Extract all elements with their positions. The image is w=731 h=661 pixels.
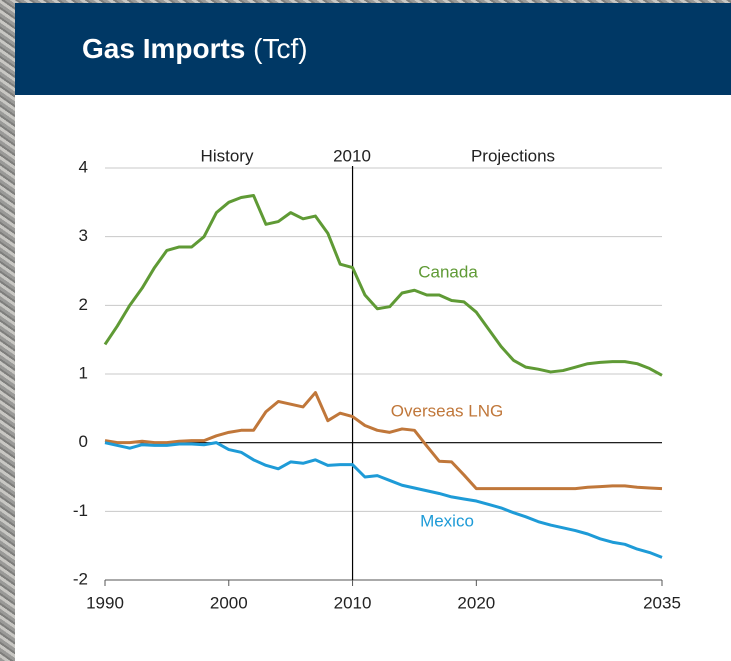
series-line — [103, 193, 663, 377]
chart-title: Gas Imports — [82, 33, 246, 64]
y-tick-label: 4 — [79, 157, 88, 176]
panel — [15, 95, 731, 661]
series-label: Overseas LNG — [391, 401, 503, 420]
y-tick-label: -1 — [73, 501, 88, 520]
x-tick-label: 2010 — [334, 593, 372, 612]
title-block: Gas Imports (Tcf) — [82, 33, 308, 65]
series-line — [104, 441, 663, 559]
history-label: History — [201, 146, 254, 165]
projections-label: Projections — [471, 146, 555, 165]
title-unit: (Tcf) — [253, 33, 308, 64]
y-tick-label: 1 — [79, 363, 88, 382]
series-label: Canada — [418, 262, 478, 281]
series-label: Mexico — [420, 511, 474, 530]
y-tick-label: 0 — [79, 432, 88, 451]
y-tick-label: 2 — [79, 295, 88, 314]
x-tick-label: 2035 — [643, 593, 681, 612]
divider-label: 2010 — [333, 146, 371, 165]
y-tick-label: 3 — [79, 226, 88, 245]
series-line — [104, 391, 663, 491]
x-tick-label: 2020 — [457, 593, 495, 612]
x-tick-label: 1990 — [86, 593, 124, 612]
x-tick-label: 2000 — [210, 593, 248, 612]
header: Gas Imports (Tcf) — [15, 3, 731, 95]
y-tick-label: -2 — [73, 569, 88, 588]
